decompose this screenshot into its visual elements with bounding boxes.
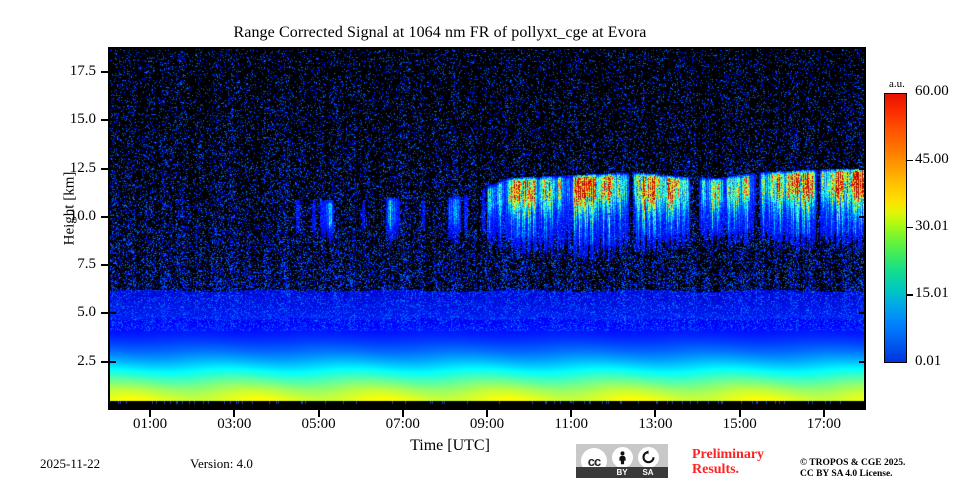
page-title: Range Corrected Signal at 1064 nm FR of … [233,24,647,41]
y-tick-mark-right [859,119,866,122]
colorbar-tick-label: 60.00 [915,83,949,99]
preliminary-line-2: Results. [692,462,740,477]
x-tick-mark-top [233,49,236,55]
plot-area [108,47,866,410]
y-tick-mark-inner [110,119,116,122]
cc-license-badge[interactable]: cc BY SA [576,444,668,478]
preliminary-results-notice: Preliminary Results. [692,447,792,477]
colorbar-tick-label: 45.00 [915,150,949,167]
y-tick-label: 17.5 [69,63,96,80]
cc-badge-body: cc BY SA [576,444,668,478]
y-tick-mark [101,71,108,74]
y-tick-mark [101,119,108,122]
cc-by-label: BY [616,468,628,477]
y-tick-mark-inner [110,167,116,170]
colorbar-unit-label: a.u. [889,78,905,90]
x-tick-mark-inner [401,403,404,409]
colorbar-tick-mark [907,294,913,296]
x-tick-mark-top [317,49,320,55]
cc-badge-footer-band [576,467,668,478]
x-tick-mark [233,410,236,417]
x-tick-mark [486,410,488,417]
y-tick-label: 2.5 [77,352,96,369]
x-tick-mark [570,410,573,417]
colorbar-tick-label: 30.01 [915,217,949,234]
x-tick-label: 09:00 [469,416,505,432]
share-alike-icon [638,447,659,468]
x-tick-label: 03:00 [217,416,252,432]
x-tick-mark-top [570,49,573,55]
heatmap-canvas [110,49,864,408]
x-tick-label: 05:00 [301,416,336,432]
y-tick-label: 10.0 [69,207,96,224]
x-tick-mark-top [738,49,741,55]
y-tick-label: 7.5 [77,256,96,273]
x-tick-mark [149,410,152,417]
x-tick-mark-inner [317,403,320,409]
colorbar-tick-label: 0.01 [915,353,942,369]
x-tick-mark-top [401,49,404,55]
x-tick-mark-top [822,49,825,55]
x-tick-mark-inner [654,403,657,409]
copyright-line-2: CC BY SA 4.0 License. [800,469,893,479]
x-tick-mark-inner [738,403,741,409]
x-tick-mark-inner [149,403,152,409]
y-tick-mark-right [859,360,866,363]
colorbar-tick-label: 15.01 [915,285,949,302]
cc-sa-label: SA [642,468,654,477]
x-axis-title: Time [UTC] [410,437,490,454]
y-tick-mark-right [859,71,866,74]
copyright-line-1: © TROPOS & CGE 2025. [800,458,906,468]
colorbar-tick-mark [907,159,913,161]
x-tick-label: 07:00 [385,416,420,432]
x-tick-mark [317,410,320,417]
x-tick-mark [822,410,825,417]
y-tick-mark-right [859,312,866,315]
y-tick-label: 12.5 [69,159,96,176]
y-tick-mark-inner [110,71,116,74]
x-tick-mark [738,410,741,417]
x-tick-mark [401,410,404,417]
y-tick-mark [101,360,108,363]
x-tick-mark-top [486,49,488,55]
y-tick-mark [101,312,108,315]
x-tick-mark-inner [570,403,573,409]
x-tick-label: 15:00 [722,416,757,432]
x-tick-mark-inner [486,403,488,409]
y-tick-mark-inner [110,312,116,315]
y-tick-mark [101,167,108,170]
attribution-person-icon [612,447,633,468]
y-tick-mark-inner [110,360,116,363]
y-tick-mark-right [859,167,866,170]
x-tick-mark-inner [822,403,825,409]
x-tick-mark-inner [233,403,236,409]
colorbar [884,93,907,363]
x-tick-label: 17:00 [806,416,841,432]
y-tick-mark [101,215,108,218]
x-tick-label: 13:00 [638,416,673,432]
copyright-notice: © TROPOS & CGE 2025. CC BY SA 4.0 Licens… [800,458,960,480]
x-tick-mark-top [654,49,657,55]
x-tick-mark-top [149,49,152,55]
figure-date: 2025-11-22 [40,456,101,471]
y-tick-mark-right [859,264,866,267]
colorbar-gradient [884,93,907,363]
y-tick-label: 5.0 [77,304,96,321]
y-tick-mark-right [859,215,866,218]
figure-version: Version: 4.0 [190,456,253,471]
x-tick-mark [654,410,657,417]
x-tick-label: 11:00 [554,416,589,432]
y-tick-mark [101,264,108,267]
y-tick-label: 15.0 [69,111,96,128]
colorbar-tick-mark [907,226,913,229]
y-tick-mark-inner [110,215,116,218]
x-tick-label: 01:00 [133,416,168,432]
preliminary-line-1: Preliminary [692,447,765,462]
y-tick-mark-inner [110,264,116,267]
